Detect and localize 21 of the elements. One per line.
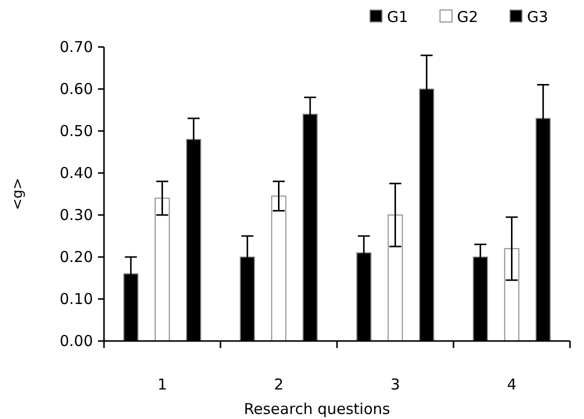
bar [271, 196, 286, 342]
y-tick-label: 0.30 [60, 206, 93, 224]
y-axis-title: <g> [10, 178, 26, 210]
legend-label: G1 [387, 8, 408, 26]
legend-label: G3 [527, 8, 548, 26]
y-tick-label: 0.40 [60, 164, 93, 182]
y-tick-label: 0.50 [60, 122, 93, 140]
bar [154, 198, 170, 342]
bar [504, 248, 520, 342]
x-tick-label: 1 [157, 376, 168, 394]
y-tick-label: 0.20 [60, 248, 93, 266]
y-tick-label: 0.60 [60, 80, 93, 98]
x-axis-title: Research questions [244, 400, 390, 418]
x-tick-label: 4 [506, 376, 517, 394]
y-tick-label: 0.00 [60, 332, 93, 350]
legend-label: G2 [457, 8, 478, 26]
x-tick-label: 3 [390, 376, 400, 394]
bar [388, 214, 403, 342]
y-tick-label: 0.70 [60, 38, 93, 56]
y-tick-label: 0.10 [60, 290, 93, 308]
x-tick-label: 2 [274, 376, 284, 394]
